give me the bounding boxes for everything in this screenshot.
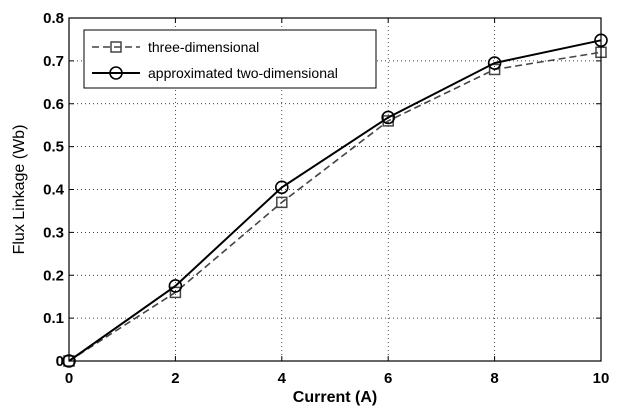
series-three-dimensional <box>63 46 607 367</box>
series-line <box>68 51 602 362</box>
x-tick-label: 0 <box>65 370 73 387</box>
data-point <box>487 56 502 70</box>
data-point <box>488 63 501 76</box>
x-tick-label: 10 <box>593 370 610 387</box>
y-tick-label: 0.3 <box>43 224 64 241</box>
data-point <box>168 279 183 293</box>
axis-ticks: 0 2 4 6 8 10 0 0.1 0.2 0.3 0.4 0.5 0.6 0.7 0.8 <box>43 10 609 387</box>
y-axis-label: Flux Linkage (Wb) <box>11 125 28 255</box>
legend-label: three-dimensional <box>148 39 259 55</box>
x-tick-label: 2 <box>171 370 179 387</box>
y-tick-label: 0.7 <box>43 53 64 70</box>
y-tick-label: 0.5 <box>43 139 64 156</box>
x-tick-label: 6 <box>384 370 392 387</box>
y-tick-label: 0 <box>56 353 64 370</box>
y-tick-label: 0.1 <box>43 310 64 327</box>
data-point <box>276 196 288 209</box>
data-point <box>381 110 396 125</box>
legend-marker <box>110 41 122 53</box>
x-axis-label: Current (A) <box>293 389 377 406</box>
legend-item: three-dimensional <box>92 39 259 55</box>
data-point <box>274 180 289 195</box>
legend-marker <box>109 66 123 80</box>
series-line <box>68 39 602 362</box>
y-tick-label: 0.8 <box>43 10 64 27</box>
y-tick-label: 0.6 <box>43 96 64 113</box>
legend-box <box>83 29 377 89</box>
x-tick-label: 8 <box>490 370 498 387</box>
x-tick-label: 4 <box>278 370 287 387</box>
legend: three-dimensional approximated two-dimens… <box>83 29 377 89</box>
y-tick-label: 0.4 <box>43 182 65 199</box>
legend-item: approximated two-dimensional <box>92 65 338 81</box>
legend-label: approximated two-dimensional <box>148 65 338 81</box>
y-tick-label: 0.2 <box>43 267 64 284</box>
data-point <box>169 286 182 299</box>
